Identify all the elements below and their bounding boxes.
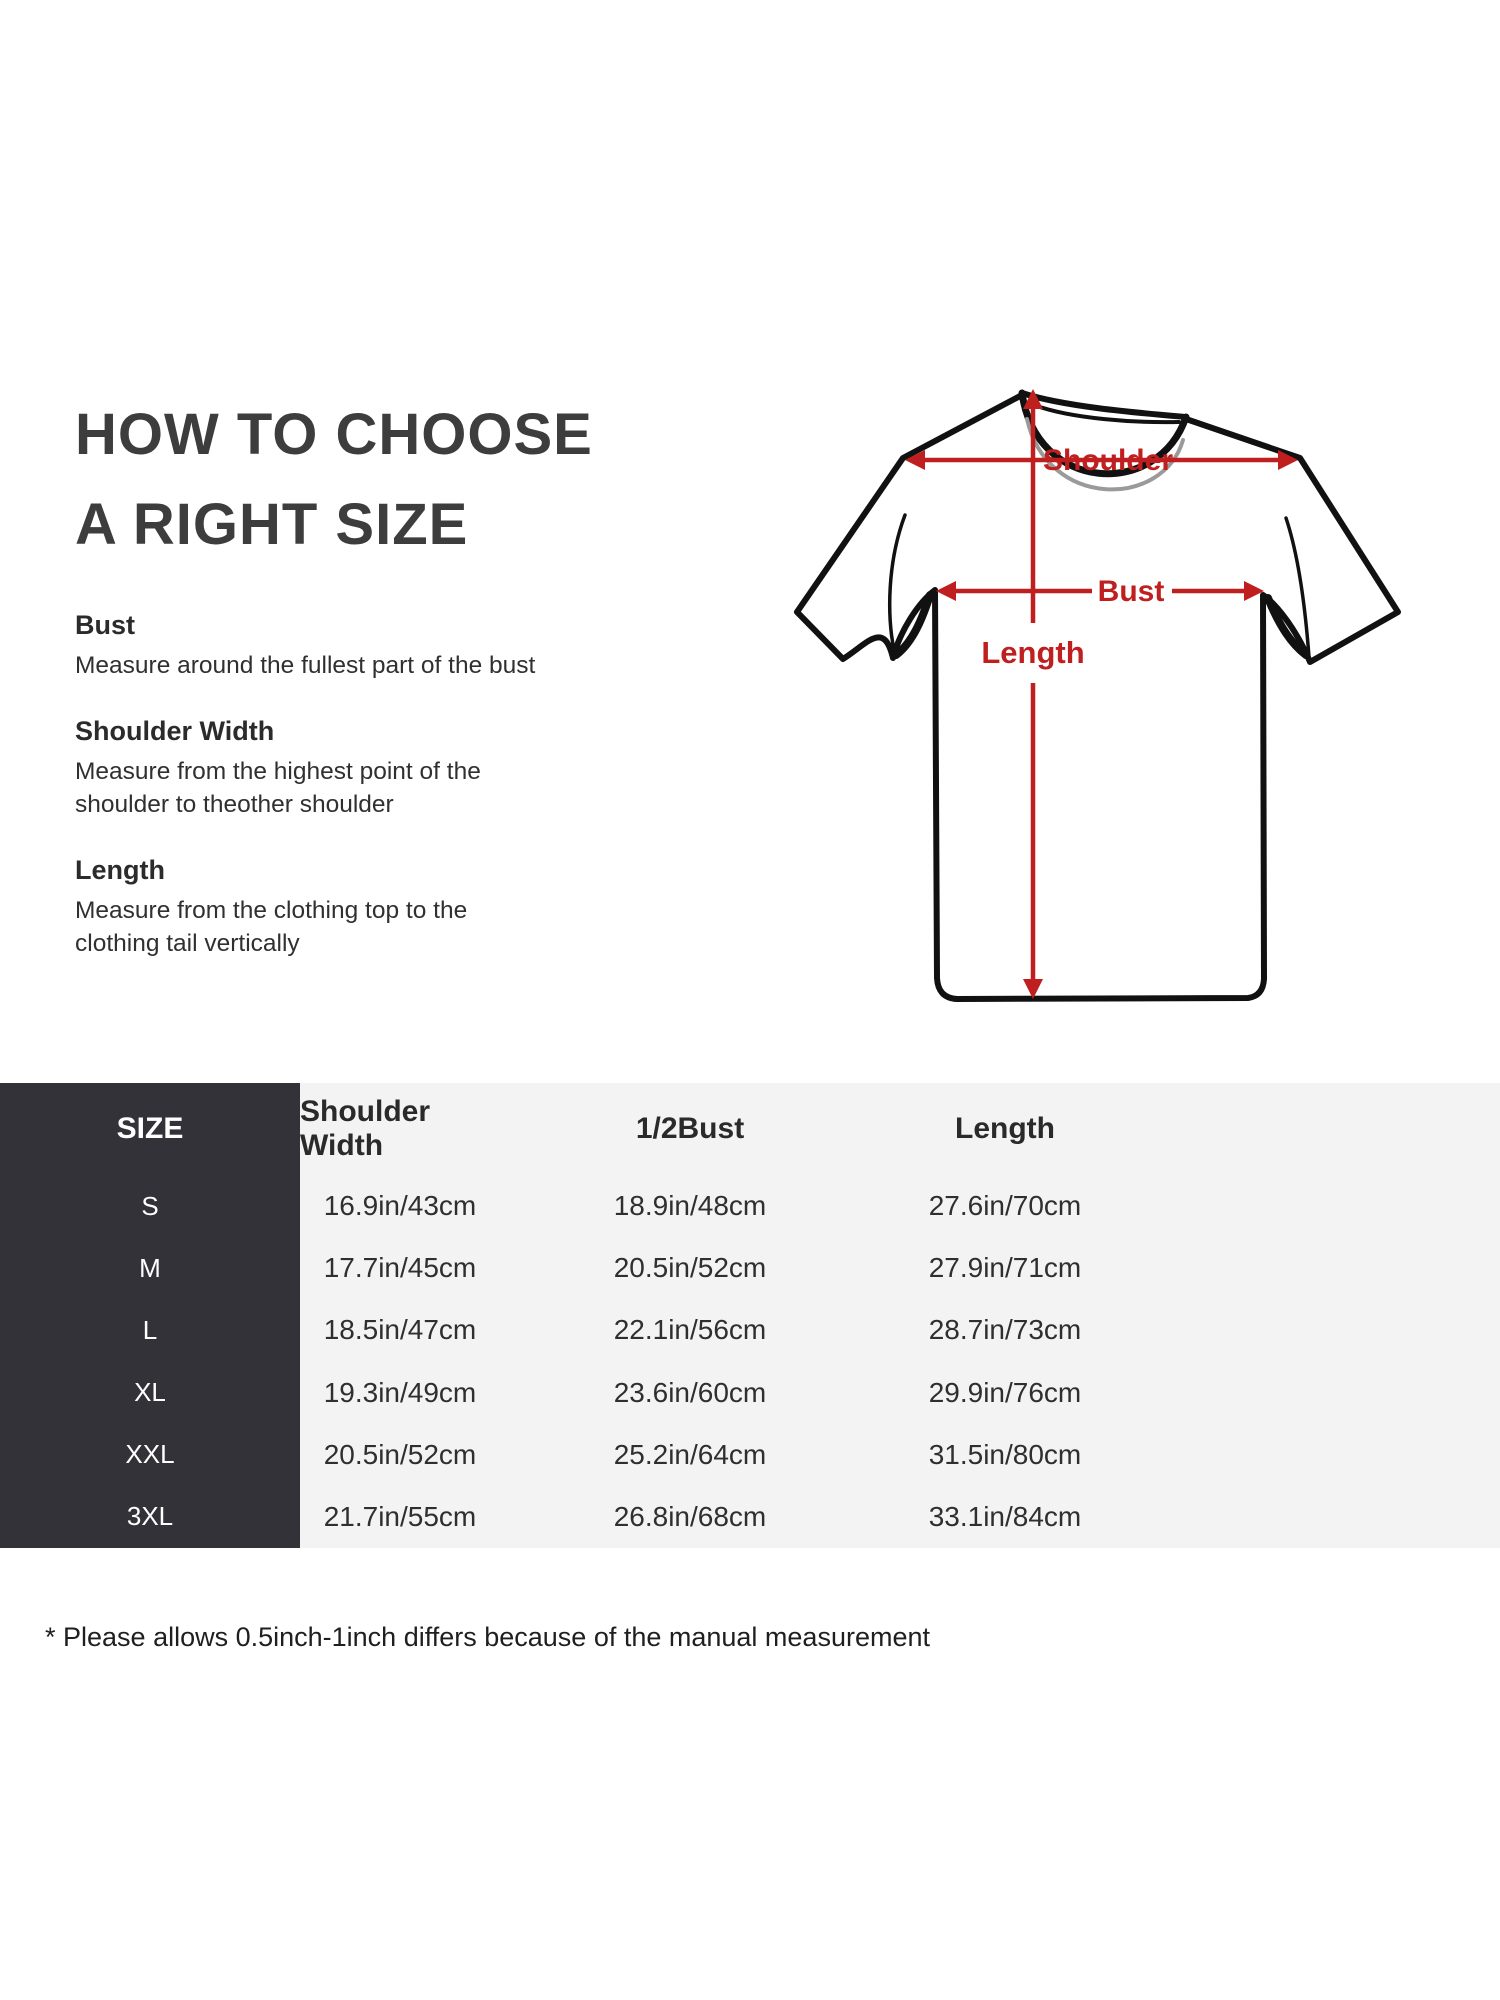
table-row-3xl-filler bbox=[1130, 1486, 1500, 1548]
table-row-l-bust: 22.1in/56cm bbox=[613, 1314, 767, 1346]
table-row-xxl-size: XXL bbox=[0, 1423, 300, 1486]
table-row-s-shoulder: 16.9in/43cm bbox=[323, 1190, 477, 1222]
table-row-m-length: 27.9in/71cm bbox=[928, 1252, 1082, 1284]
table-row-m-filler bbox=[1130, 1237, 1500, 1299]
tshirt-measurement-diagram: Shoulder Bust Length bbox=[794, 389, 1401, 1002]
definition-length: Length Measure from the clothing top to … bbox=[75, 851, 575, 960]
table-row-3xl-size: 3XL bbox=[0, 1485, 300, 1548]
table-row-xl-filler bbox=[1130, 1362, 1500, 1424]
table-row-m-size: M bbox=[0, 1237, 300, 1300]
table-row-l-filler bbox=[1130, 1299, 1500, 1361]
page-title: HOW TO CHOOSE A RIGHT SIZE bbox=[75, 390, 593, 570]
length-arrow-label: Length bbox=[981, 635, 1084, 670]
tshirt-outline bbox=[794, 392, 1401, 1002]
definition-shoulder-description: Measure from the highest point of the sh… bbox=[75, 758, 481, 818]
size-table-header-shoulder-width: Shoulder Width bbox=[300, 1095, 431, 1162]
table-row-s-filler bbox=[1130, 1175, 1500, 1237]
definition-length-term: Length bbox=[75, 855, 165, 885]
table-row-3xl-length: 33.1in/84cm bbox=[928, 1500, 1082, 1532]
table-row-s-size: S bbox=[0, 1175, 300, 1238]
measurement-arrows bbox=[905, 389, 1298, 999]
table-row-l-length: 28.7in/73cm bbox=[928, 1314, 1082, 1346]
table-row-xl-shoulder: 19.3in/49cm bbox=[323, 1376, 477, 1408]
table-row-m-shoulder: 17.7in/45cm bbox=[323, 1252, 477, 1284]
table-row-xxl-bust: 25.2in/64cm bbox=[613, 1438, 767, 1470]
table-row-m-bust: 20.5in/52cm bbox=[613, 1252, 767, 1284]
measurement-disclaimer: * Please allows 0.5inch-1inch differs be… bbox=[45, 1622, 931, 1652]
page-title-line1: HOW TO CHOOSE bbox=[75, 402, 593, 467]
bust-arrow-label: Bust bbox=[1098, 575, 1165, 608]
table-row-s-length: 27.6in/70cm bbox=[928, 1190, 1082, 1222]
table-row-l-shoulder: 18.5in/47cm bbox=[323, 1314, 477, 1346]
definition-length-description: Measure from the clothing top to the clo… bbox=[75, 897, 468, 957]
shoulder-arrow bbox=[905, 450, 1298, 470]
measurement-definitions: Bust Measure around the fullest part of … bbox=[75, 606, 575, 990]
shoulder-arrow-label: Shoulder bbox=[1043, 444, 1173, 477]
length-arrow bbox=[1023, 389, 1043, 999]
table-row-xxl-filler bbox=[1130, 1424, 1500, 1486]
definition-shoulder-term: Shoulder Width bbox=[75, 716, 275, 746]
table-row-xl-length: 29.9in/76cm bbox=[928, 1376, 1082, 1408]
table-row-xxl-shoulder: 20.5in/52cm bbox=[323, 1438, 477, 1470]
definition-bust-description: Measure around the fullest part of the b… bbox=[75, 652, 536, 679]
table-row-xl-size: XL bbox=[0, 1361, 300, 1424]
size-table: SIZE Shoulder Width 1/2Bust Length S 16.… bbox=[0, 1083, 1500, 1548]
table-row-xxl-length: 31.5in/80cm bbox=[928, 1438, 1082, 1470]
table-row-s-bust: 18.9in/48cm bbox=[613, 1190, 767, 1222]
size-table-header-size: SIZE bbox=[0, 1083, 300, 1175]
definition-bust-term: Bust bbox=[75, 610, 135, 640]
table-row-xl-bust: 23.6in/60cm bbox=[613, 1376, 767, 1408]
table-row-l-size: L bbox=[0, 1299, 300, 1362]
definition-shoulder-width: Shoulder Width Measure from the highest … bbox=[75, 712, 575, 821]
table-row-3xl-bust: 26.8in/68cm bbox=[613, 1500, 767, 1532]
table-row-3xl-shoulder: 21.7in/55cm bbox=[323, 1500, 477, 1532]
size-table-header-half-bust: 1/2Bust bbox=[635, 1112, 745, 1145]
bust-arrow bbox=[936, 581, 1264, 601]
size-table-header-filler bbox=[1130, 1083, 1500, 1175]
page-title-line2: A RIGHT SIZE bbox=[75, 492, 469, 557]
definition-bust: Bust Measure around the fullest part of … bbox=[75, 606, 575, 682]
size-table-header-length: Length bbox=[955, 1112, 1055, 1145]
